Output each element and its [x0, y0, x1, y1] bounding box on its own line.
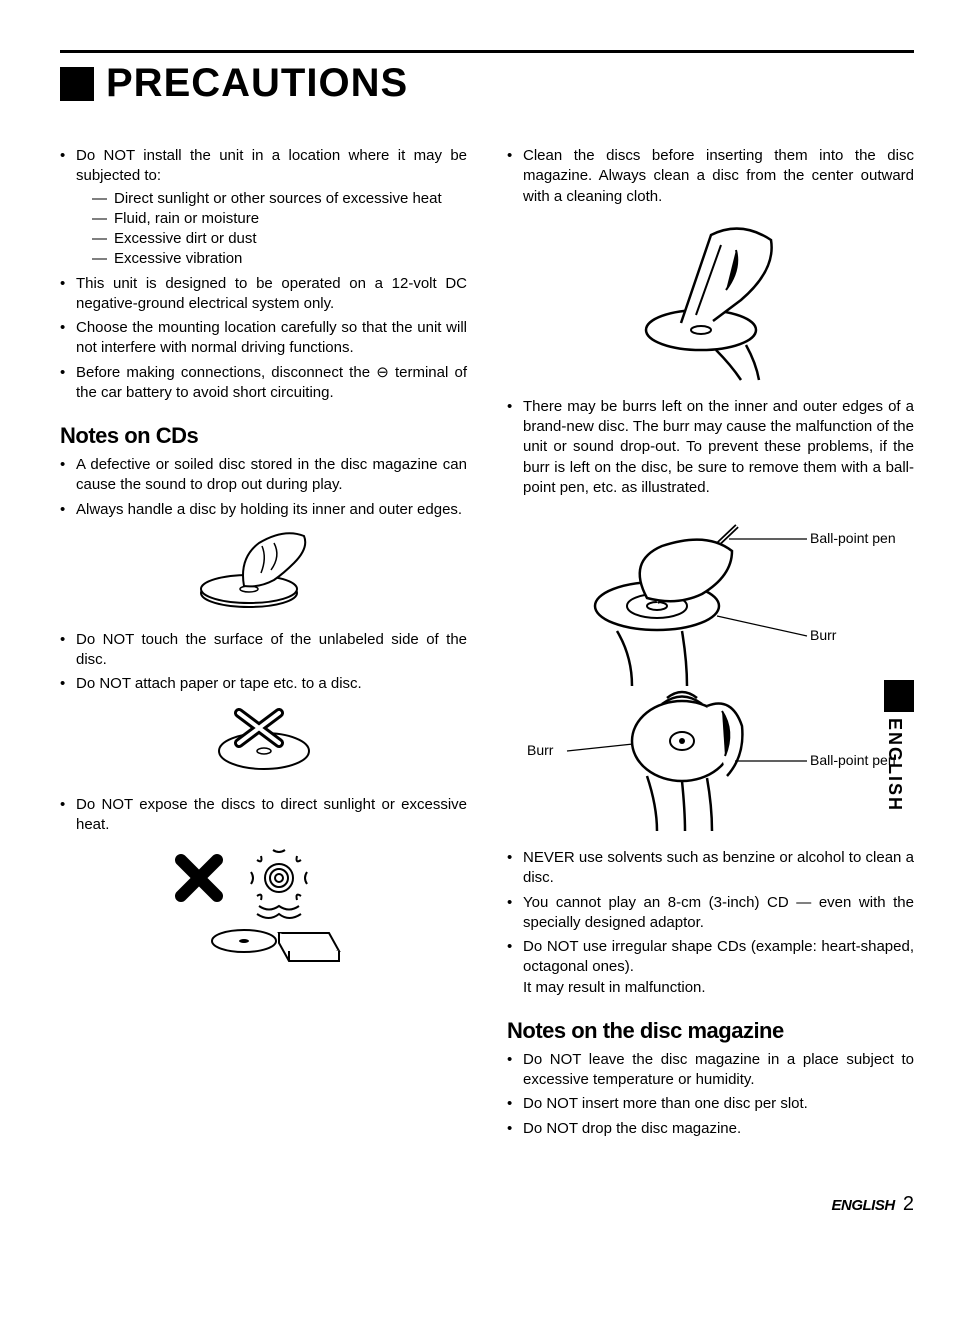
disc-no-tape-icon	[199, 703, 329, 783]
cds-list-2: Do NOT touch the surface of the unlabele…	[60, 630, 467, 695]
heading-notes-cds: Notes on CDs	[60, 423, 467, 449]
clean-disc-icon	[621, 215, 801, 385]
footer-page-number: 2	[903, 1193, 914, 1215]
disc-no-heat-icon	[164, 843, 364, 983]
label-ballpoint-1: Ball-point pen	[810, 530, 896, 546]
list-item: Do NOT drop the disc magazine.	[507, 1119, 914, 1139]
title-row: PRECAUTIONS	[60, 61, 914, 106]
sub-item: Excessive vibration	[92, 249, 467, 269]
list-item: Clean the discs before inserting them in…	[507, 146, 914, 207]
sub-item: Fluid, rain or moisture	[92, 209, 467, 229]
sub-list: Direct sunlight or other sources of exce…	[76, 189, 467, 270]
label-burr-1: Burr	[810, 627, 837, 643]
left-column: Do NOT install the unit in a location wh…	[60, 146, 467, 1143]
cds-list-3: Do NOT expose the discs to direct sunlig…	[60, 795, 467, 836]
list-item: Do NOT install the unit in a location wh…	[60, 146, 467, 270]
side-tab-square-icon	[884, 680, 914, 712]
footer: ENGLISH 2	[60, 1193, 914, 1216]
list-item: Do NOT leave the disc magazine in a plac…	[507, 1050, 914, 1091]
heading-notes-magazine: Notes on the disc magazine	[507, 1018, 914, 1044]
list-item: Do NOT expose the discs to direct sunlig…	[60, 795, 467, 836]
side-tab-label: ENGLISH	[884, 718, 905, 812]
right-top-list: Clean the discs before inserting them in…	[507, 146, 914, 207]
list-item: There may be burrs left on the inner and…	[507, 397, 914, 498]
list-item: You cannot play an 8-cm (3-inch) CD — ev…	[507, 893, 914, 934]
top-rule	[60, 50, 914, 53]
list-item: Do NOT attach paper or tape etc. to a di…	[60, 674, 467, 694]
right-after-list: NEVER use solvents such as benzine or al…	[507, 848, 914, 998]
list-item: Do NOT touch the surface of the unlabele…	[60, 630, 467, 671]
list-item: Do NOT insert more than one disc per slo…	[507, 1094, 914, 1114]
burr-removal-icon: Ball-point pen Burr Burr Ball-poin	[507, 506, 897, 836]
sub-item: Direct sunlight or other sources of exce…	[92, 189, 467, 209]
columns: Do NOT install the unit in a location wh…	[60, 146, 914, 1143]
right-mid-list: There may be burrs left on the inner and…	[507, 397, 914, 498]
bullet-text: Do NOT install the unit in a location wh…	[76, 147, 467, 184]
label-burr-2: Burr	[527, 742, 554, 758]
list-item: Always handle a disc by holding its inne…	[60, 500, 467, 520]
page: PRECAUTIONS Do NOT install the unit in a…	[60, 50, 914, 1216]
title-square-icon	[60, 67, 94, 101]
footer-language: ENGLISH	[832, 1197, 895, 1214]
list-item: Choose the mounting location carefully s…	[60, 318, 467, 359]
right-column: Clean the discs before inserting them in…	[507, 146, 914, 1143]
list-item: Before making connections, disconnect th…	[60, 363, 467, 404]
sub-item: Excessive dirt or dust	[92, 229, 467, 249]
hand-hold-disc-icon	[189, 528, 339, 618]
page-title: PRECAUTIONS	[106, 61, 408, 106]
cds-list-1: A defective or soiled disc stored in the…	[60, 455, 467, 520]
list-item: This unit is designed to be operated on …	[60, 274, 467, 315]
intro-list: Do NOT install the unit in a location wh…	[60, 146, 467, 403]
label-ballpoint-2: Ball-point pen	[810, 752, 896, 768]
magazine-list: Do NOT leave the disc magazine in a plac…	[507, 1050, 914, 1139]
list-item: Do NOT use irregular shape CDs (example:…	[507, 937, 914, 998]
list-item: NEVER use solvents such as benzine or al…	[507, 848, 914, 889]
list-item: A defective or soiled disc stored in the…	[60, 455, 467, 496]
side-language-tab: ENGLISH	[884, 680, 914, 812]
